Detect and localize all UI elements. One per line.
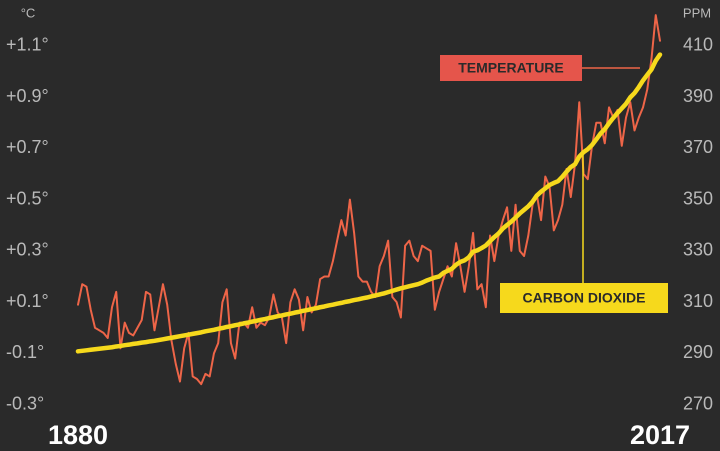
x-tick-label: 1880 [48,420,108,450]
co2-line [75,52,663,354]
y-tick-label: +1.1° [6,35,49,55]
y2-tick-label: 390 [683,86,713,106]
y2-tick-label: 350 [683,188,713,208]
temperature-callout-box [440,55,582,81]
plot [75,14,663,386]
y-tick-label: +0.5° [6,188,49,208]
co2-callout-box [500,283,668,313]
y2-tick-label: 330 [683,240,713,260]
y2-tick-label: 410 [683,35,713,55]
y-tick-label: -0.3° [6,393,44,413]
y2-axis-label: PPM [683,5,711,20]
y2-tick-label: 310 [683,291,713,311]
y2-tick-label: 290 [683,342,713,362]
y-tick-label: -0.1° [6,342,44,362]
temperature-line [77,14,661,386]
y2-tick-label: 270 [683,393,713,413]
x-tick-label: 2017 [630,420,690,450]
y-tick-label: +0.3° [6,240,49,260]
y2-tick-label: 370 [683,137,713,157]
y-tick-label: +0.1° [6,291,49,311]
y-axis-label: °C [21,5,36,20]
y-tick-label: +0.7° [6,137,49,157]
temperature-callout: TEMPERATURE [458,60,564,76]
y-tick-label: +0.9° [6,86,49,106]
co2-callout: CARBON DIOXIDE [523,290,646,306]
